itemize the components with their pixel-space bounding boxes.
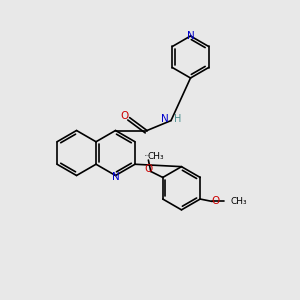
Text: O: O bbox=[121, 111, 129, 121]
Text: H: H bbox=[174, 114, 181, 124]
Text: CH₃: CH₃ bbox=[231, 197, 248, 206]
Text: O: O bbox=[211, 196, 219, 206]
Text: CH₃: CH₃ bbox=[148, 152, 164, 161]
Text: N: N bbox=[187, 31, 194, 41]
Text: N: N bbox=[112, 172, 119, 182]
Text: methoxy: methoxy bbox=[145, 155, 152, 157]
Text: O: O bbox=[144, 164, 152, 174]
Text: N: N bbox=[160, 114, 168, 124]
